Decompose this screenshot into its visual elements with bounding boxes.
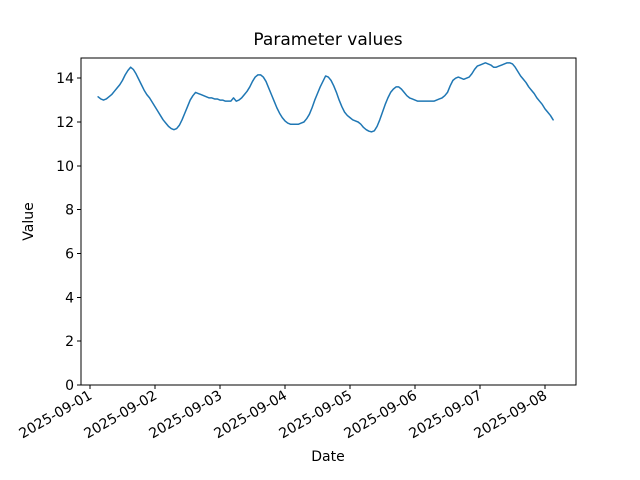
y-tick-label: 8 (65, 203, 74, 219)
data-series-layer (97, 62, 554, 133)
parameter-values-line (97, 62, 554, 133)
y-tick-label: 14 (56, 71, 74, 87)
plot-frame (80, 57, 577, 386)
y-tick-label: 2 (65, 334, 74, 350)
y-tick-label: 10 (56, 159, 74, 175)
x-tick-label: 2025-09-02 (82, 388, 160, 443)
y-tick-label: 0 (65, 378, 74, 394)
x-tick-label: 2025-09-03 (147, 388, 225, 443)
x-tick-label: 2025-09-06 (342, 388, 421, 443)
x-tick-label: 2025-09-04 (212, 388, 291, 443)
x-tick-label: 2025-09-01 (16, 388, 94, 443)
y-tick-label: 4 (65, 290, 74, 306)
y-tick-label: 6 (65, 246, 74, 262)
x-tick-label: 2025-09-05 (277, 388, 355, 443)
x-axis-label: Date (311, 449, 344, 465)
x-tick-label: 2025-09-08 (472, 388, 550, 443)
y-tick-label: 12 (56, 115, 74, 131)
chart-title: Parameter values (253, 30, 402, 50)
x-tick-label: 2025-09-07 (407, 388, 485, 443)
y-axis-label: Value (21, 202, 37, 240)
